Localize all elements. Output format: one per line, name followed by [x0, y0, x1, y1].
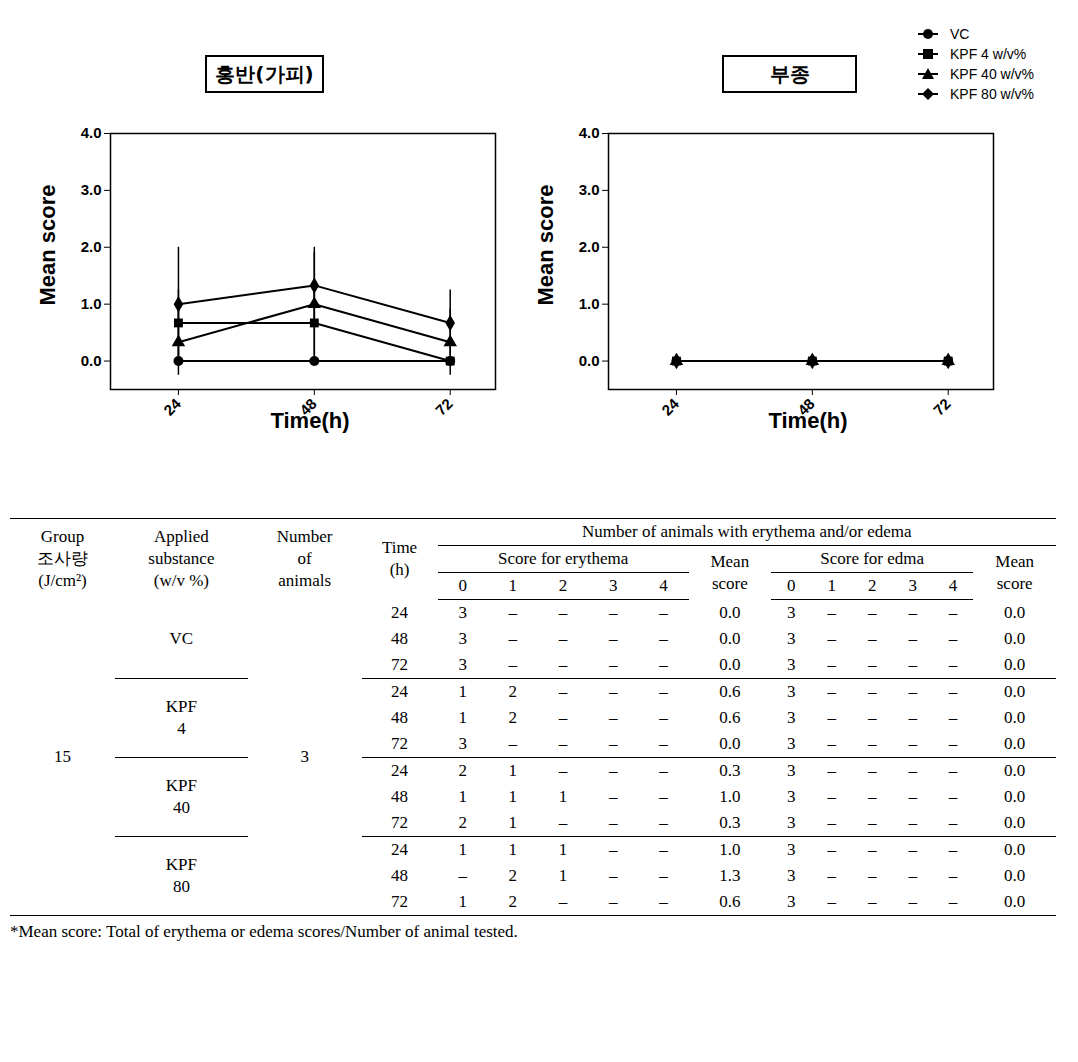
svg-text:24: 24: [658, 394, 682, 418]
svg-text:0.0: 0.0: [81, 352, 102, 369]
svg-text:4.0: 4.0: [81, 124, 102, 141]
svg-text:2.0: 2.0: [81, 238, 102, 255]
svg-text:0.0: 0.0: [579, 352, 600, 369]
svg-text:4.0: 4.0: [579, 124, 600, 141]
svg-text:3.0: 3.0: [579, 181, 600, 198]
svg-text:72: 72: [930, 395, 954, 419]
svg-text:24: 24: [160, 394, 184, 418]
svg-text:1.0: 1.0: [579, 295, 600, 312]
svg-text:1.0: 1.0: [81, 295, 102, 312]
svg-text:72: 72: [432, 395, 456, 419]
svg-text:3.0: 3.0: [81, 181, 102, 198]
svg-text:2.0: 2.0: [579, 238, 600, 255]
